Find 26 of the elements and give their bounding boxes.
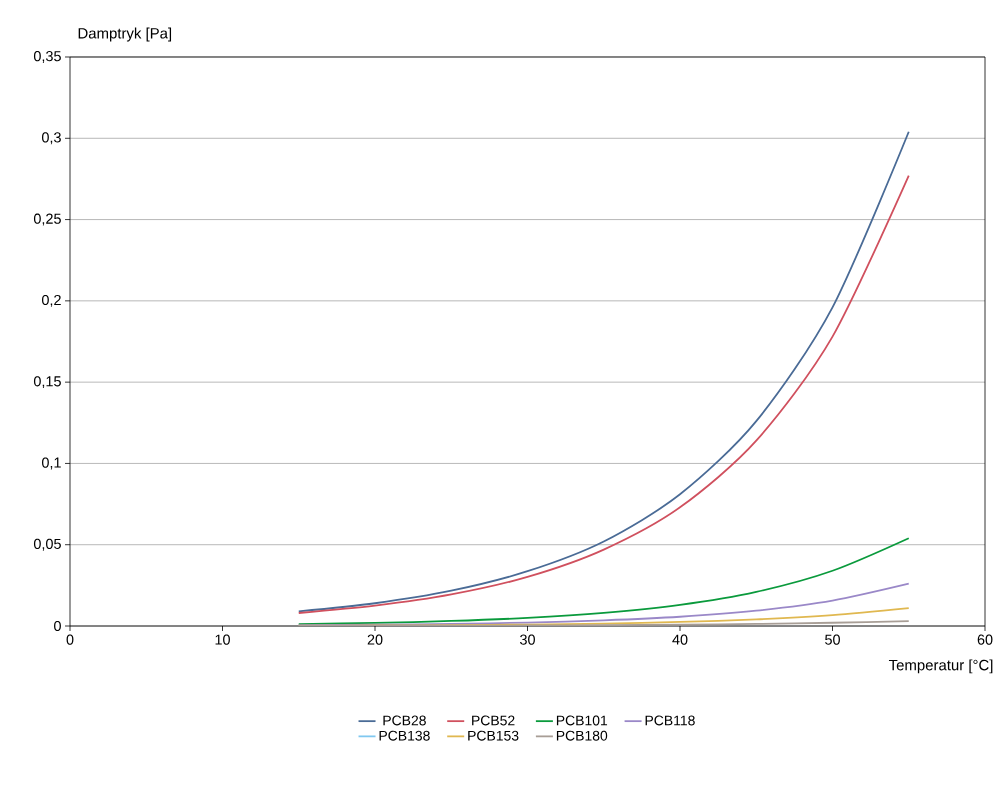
x-tick-label: 20 (367, 634, 383, 645)
y-tick-label: 0,05 (33, 538, 61, 551)
line-series (297, 537, 910, 625)
x-tick-label: 50 (825, 634, 840, 645)
legend-label: PCB138 (379, 730, 430, 741)
x-tick-label: 60 (977, 634, 993, 645)
y-tick-label: 0,35 (33, 51, 61, 63)
x-tick-label: 0 (66, 634, 74, 645)
y-tick-label: 0 (54, 620, 61, 632)
x-tick-label: 10 (215, 634, 230, 645)
x-axis-title: Temperatur [°C] (888, 659, 993, 674)
y-tick-label: 0,1 (41, 457, 61, 470)
legend-label: PCB101 (556, 715, 608, 726)
legend-label: PCB28 (383, 715, 426, 726)
legend-label: PCB118 (645, 715, 695, 726)
y-tick-label: 0,3 (41, 132, 61, 145)
y-tick-label: 0,2 (41, 294, 61, 307)
y-tick-label: 0,25 (33, 213, 61, 226)
legend-label: PCB180 (556, 730, 608, 741)
x-tick-label: 40 (672, 634, 688, 645)
legend-label: PCB52 (472, 715, 515, 726)
legend-label: PCB153 (468, 730, 519, 741)
line-series (297, 582, 910, 626)
y-axis-title: Damptryk [Pa] (78, 27, 172, 42)
x-tick-label: 30 (520, 634, 535, 645)
y-tick-label: 0,15 (33, 376, 61, 389)
